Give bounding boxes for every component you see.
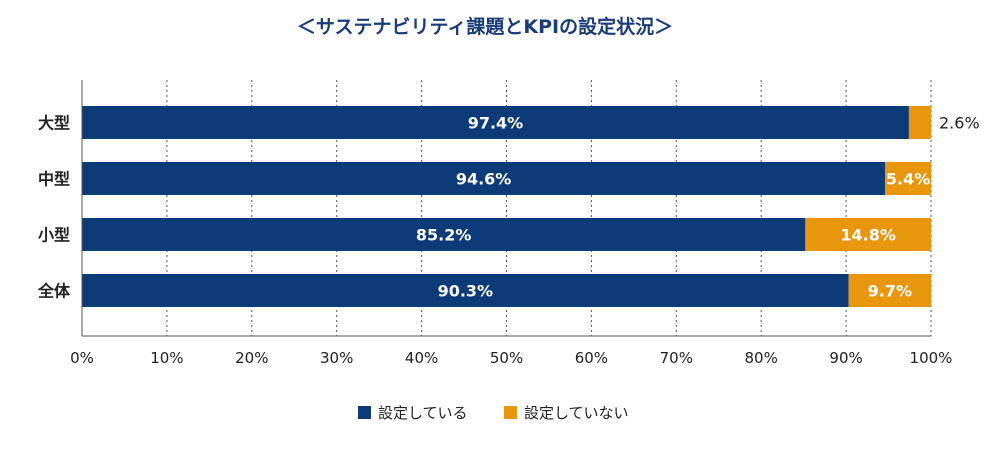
bar-1-0	[908, 106, 931, 139]
category-label-2: 小型	[38, 226, 70, 245]
data-label-1-3: 9.7%	[868, 282, 912, 301]
bar-0-1	[82, 162, 886, 195]
legend: 設定している 設定していない	[358, 404, 629, 422]
bar-1-3	[848, 274, 931, 307]
axis-layer: 0% 10% 20% 30% 40% 50% 60% 70% 80% 90% 100%	[70, 80, 952, 367]
bar-0-2	[82, 218, 806, 251]
legend-label-1: 設定していない	[524, 404, 629, 422]
data-label-0-1: 94.6%	[456, 170, 512, 189]
x-tick-label-80: 80%	[745, 349, 778, 367]
chart-title: ＜サステナビリティ課題とKPIの設定状況＞	[297, 15, 673, 38]
data-label-0-2: 85.2%	[416, 226, 472, 245]
legend-label-0: 設定している	[378, 404, 468, 422]
x-tick-label-100: 100%	[910, 349, 953, 367]
legend-swatch-1	[504, 406, 517, 419]
x-tick-label-70: 70%	[660, 349, 693, 367]
data-label-0-0: 97.4%	[468, 114, 524, 133]
x-tick-label-50: 50%	[490, 349, 523, 367]
bar-0-3	[82, 274, 849, 307]
x-tick-label-0: 0%	[70, 349, 94, 367]
data-label-0-3: 90.3%	[438, 282, 494, 301]
x-tick-label-20: 20%	[235, 349, 268, 367]
label-layer: 大型 97.4% 2.6% 中型 94.6% 5.4% 小型 85.2% 14.8% 全体 90.3…	[37, 114, 980, 301]
bar-1-1	[885, 162, 931, 195]
x-tick-label-10: 10%	[150, 349, 183, 367]
category-label-1: 中型	[38, 170, 70, 189]
legend-swatch-0	[358, 406, 371, 419]
data-label-1-0: 2.6%	[939, 114, 980, 133]
data-label-1-1: 5.4%	[886, 170, 930, 189]
bar-layer	[82, 106, 931, 307]
category-label-3: 全体	[37, 282, 71, 301]
x-tick-label-90: 90%	[829, 349, 862, 367]
x-tick-label-60: 60%	[575, 349, 608, 367]
data-label-1-2: 14.8%	[840, 226, 896, 245]
bar-0-0	[82, 106, 909, 139]
x-tick-label-40: 40%	[405, 349, 438, 367]
bar-1-2	[805, 218, 931, 251]
x-tick-label-30: 30%	[320, 349, 353, 367]
category-label-0: 大型	[38, 114, 70, 133]
